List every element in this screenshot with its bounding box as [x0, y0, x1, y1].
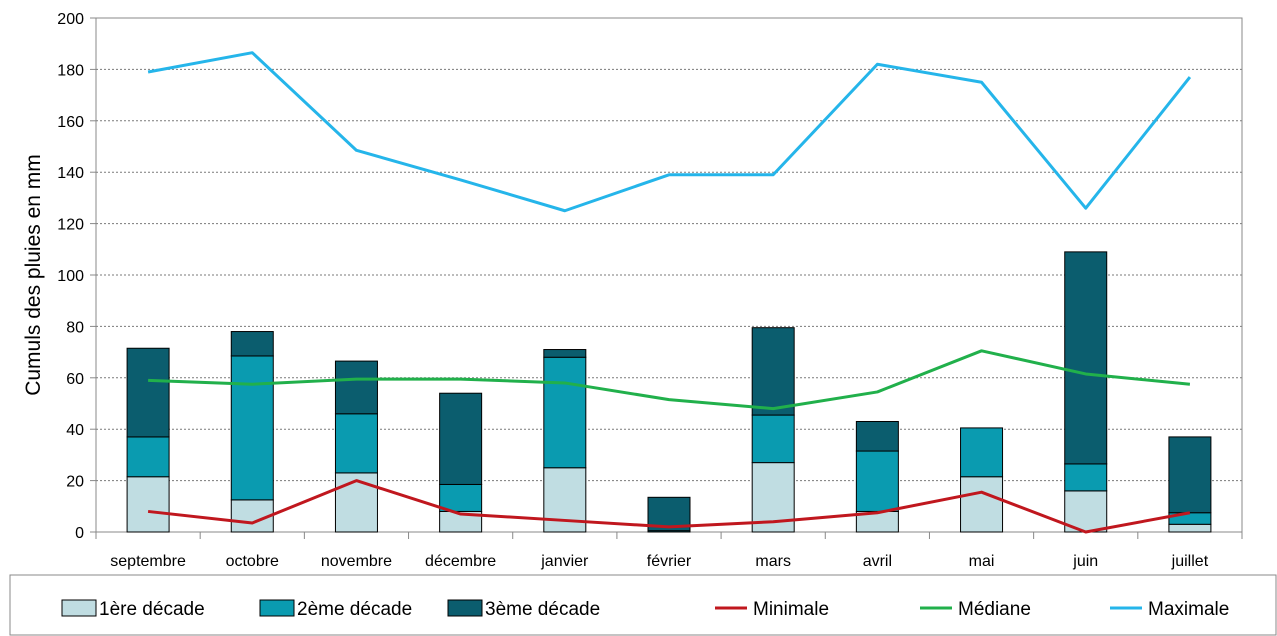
x-tick-label: octobre	[226, 553, 279, 570]
legend-label: Minimale	[753, 599, 829, 620]
x-tick-label: mars	[755, 553, 791, 570]
legend-swatch	[447, 599, 483, 617]
bar-segment-3	[334, 360, 378, 415]
x-tick-label: septembre	[110, 553, 186, 570]
x-tick-label: juin	[1072, 553, 1098, 570]
y-tick-label: 200	[57, 11, 84, 28]
y-tick-labels: 0 20 40 60 80 100 120 140 160 180 200	[57, 11, 84, 542]
legend-box	[9, 574, 1277, 636]
bar-segment-1	[126, 476, 170, 533]
legend-label: Médiane	[958, 599, 1031, 620]
bar-segment-3	[1064, 251, 1108, 465]
line-series	[147, 51, 1192, 534]
x-tick-label: juillet	[1171, 553, 1209, 570]
y-axis-title: Cumuls des pluies en mm	[22, 154, 45, 396]
bar-segment-2	[230, 355, 274, 501]
x-tick-labels: septembre octobre novembre décembre janvier f…	[110, 553, 1208, 570]
x-tick-label: novembre	[321, 553, 392, 570]
legend-label: 1ère décade	[99, 599, 205, 620]
bar-segment-1	[334, 472, 378, 533]
line-minimale	[147, 479, 1191, 534]
x-tick-label: février	[647, 553, 692, 570]
legend: 1ère décade 2ème décade 3ème décade Minimal…	[9, 574, 1277, 636]
line-maximale	[147, 51, 1192, 213]
x-tick-label: avril	[863, 553, 892, 570]
gridlines	[96, 68, 1242, 482]
bar-segment-2	[126, 436, 170, 478]
bar-segment-3	[855, 420, 899, 452]
legend-label: 2ème décade	[297, 599, 412, 620]
y-tick-label: 20	[66, 474, 84, 491]
bar-segment-2	[334, 413, 378, 474]
bar-segment-2	[1064, 463, 1108, 492]
bar-segment-2	[439, 483, 483, 512]
line-mdiane	[148, 349, 1191, 411]
legend-swatch	[259, 599, 295, 617]
legend-label: 3ème décade	[485, 599, 600, 620]
legend-swatch	[61, 599, 97, 617]
y-tick-label: 80	[66, 319, 84, 336]
bar-segment-3	[751, 327, 795, 416]
stacked-bars	[126, 251, 1212, 533]
y-tick-label: 140	[57, 165, 84, 182]
bar-segment-2	[855, 450, 899, 512]
bar-segment-1	[960, 476, 1004, 533]
bar-segment-2	[543, 356, 587, 469]
y-tick-label: 120	[57, 217, 84, 234]
y-tick-label: 100	[57, 268, 84, 285]
x-tick-label: janvier	[540, 553, 589, 570]
bar-segment-3	[439, 392, 483, 485]
x-tick-label: mai	[969, 553, 995, 570]
y-tick-label: 160	[57, 114, 84, 131]
bar-segment-2	[751, 414, 795, 464]
bar-segment-1	[1168, 523, 1212, 533]
x-tick-label: décembre	[425, 553, 496, 570]
bar-segment-2	[960, 427, 1004, 478]
y-tick-label: 60	[66, 371, 84, 388]
y-tick-label: 40	[66, 422, 84, 439]
bar-segment-3	[126, 347, 170, 438]
bar-segment-3	[543, 349, 587, 358]
bar-segment-3	[230, 331, 274, 357]
legend-label: Maximale	[1148, 599, 1229, 620]
y-tick-label: 0	[75, 525, 84, 542]
bar-segment-3	[1168, 436, 1212, 514]
y-tick-label: 180	[57, 62, 84, 79]
